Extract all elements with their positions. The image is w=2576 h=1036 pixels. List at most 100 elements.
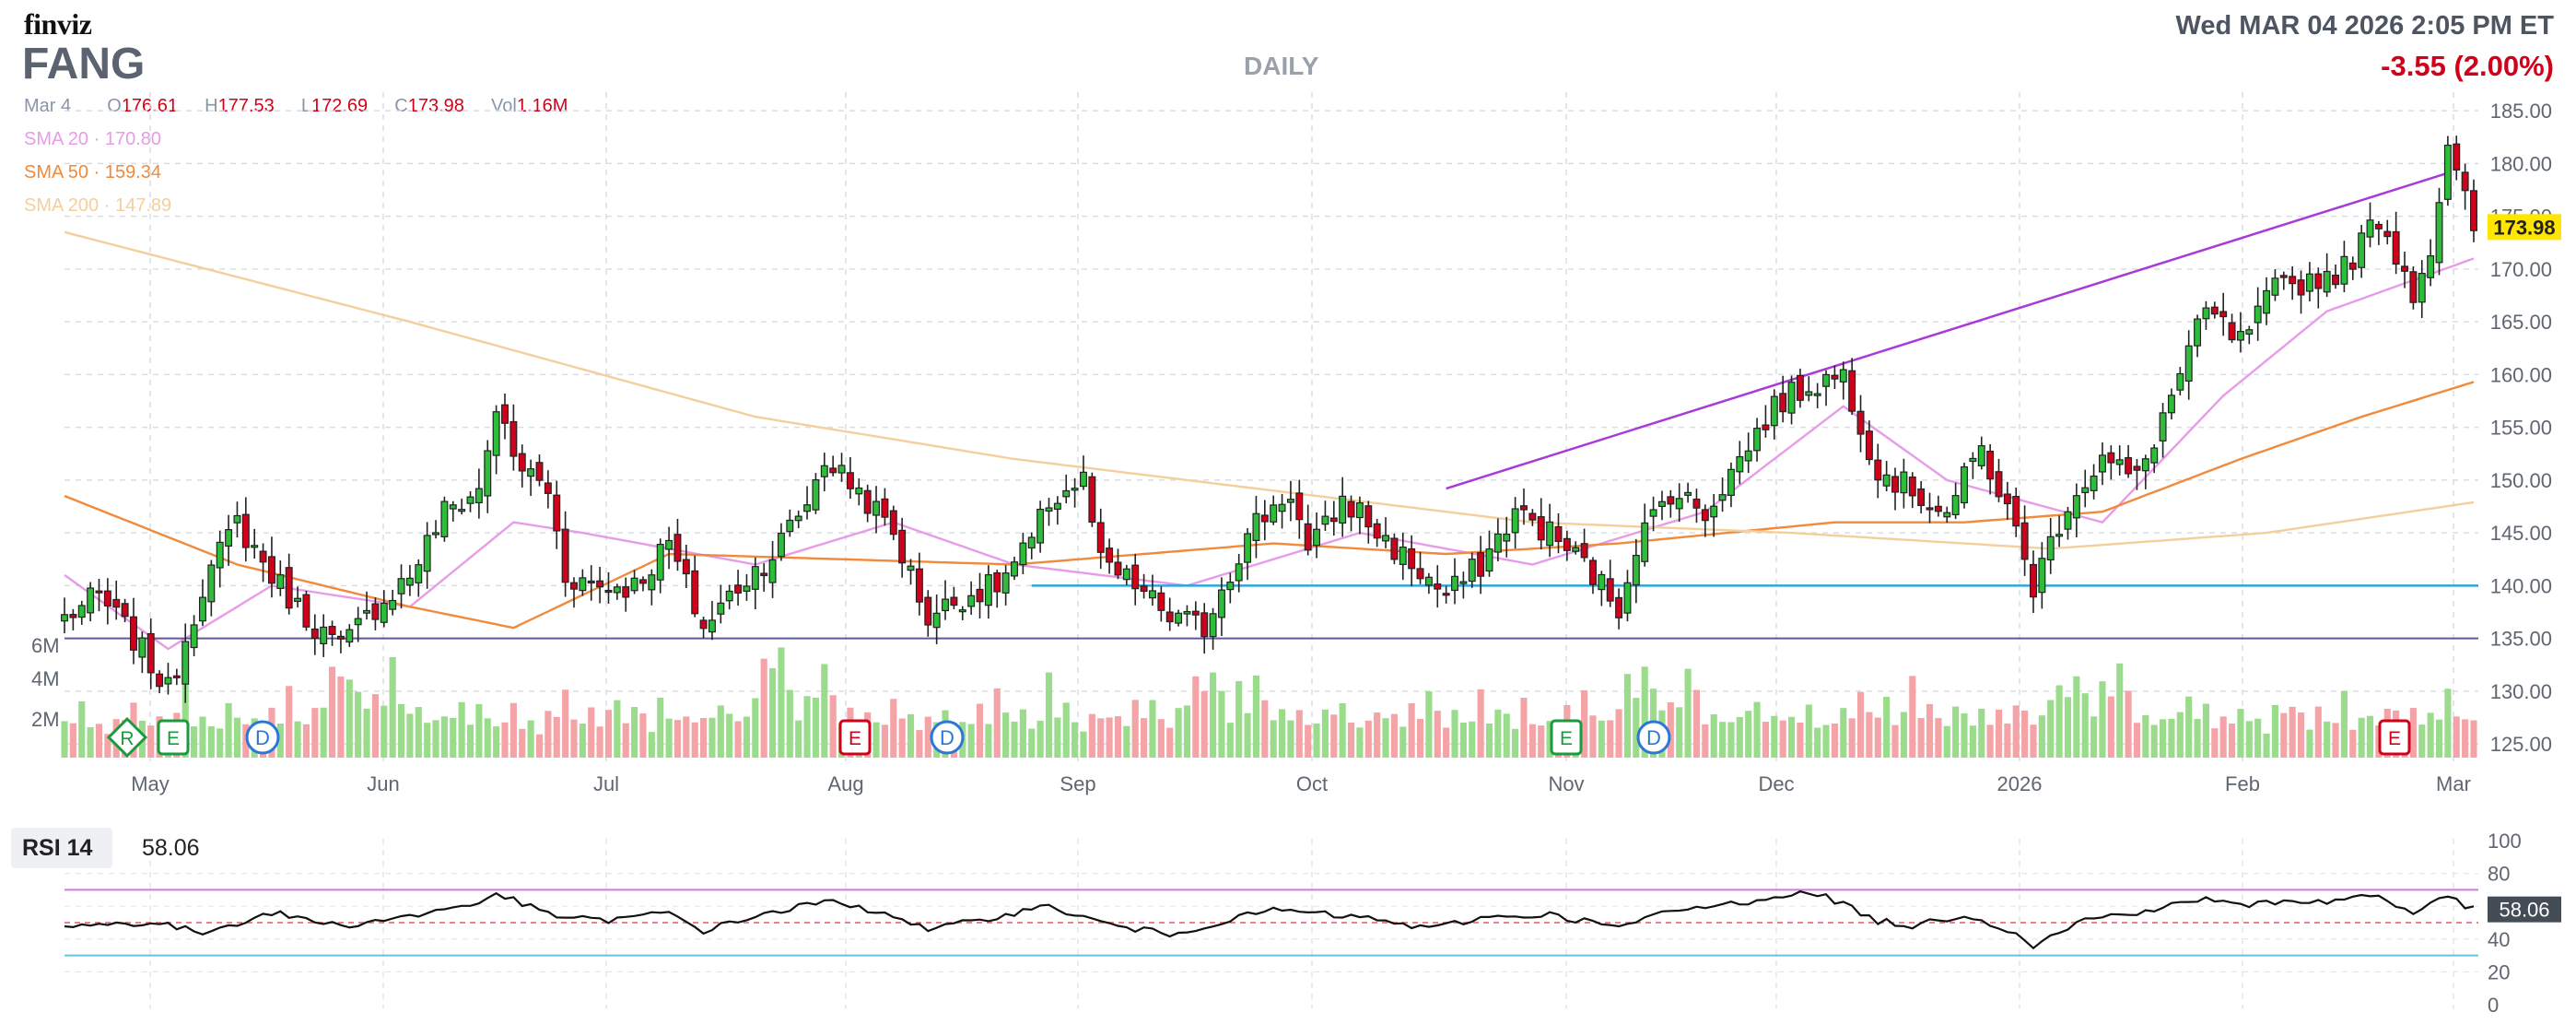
volume-bar: [2004, 723, 2011, 758]
candle-body: [432, 532, 440, 536]
volume-bar: [1157, 719, 1165, 758]
candle-body: [950, 596, 958, 606]
earnings-icon: [838, 719, 872, 756]
sma-line-200: [64, 230, 2475, 550]
candle-body: [2383, 230, 2392, 238]
volume-bar: [1459, 723, 1467, 758]
candle-body: [405, 577, 414, 586]
volume-bar: [1719, 722, 1727, 758]
volume-bar: [1313, 723, 1320, 758]
volume-bar: [363, 708, 370, 758]
candle-body: [2409, 271, 2418, 303]
candle-body: [751, 566, 759, 590]
candle-body: [1235, 563, 1243, 582]
volume-bar: [1175, 708, 1182, 758]
volume-bar: [734, 721, 742, 758]
volume-bar: [803, 696, 811, 758]
candle-body: [1200, 612, 1209, 638]
volume-bar: [2030, 724, 2037, 758]
volume-bar: [87, 726, 94, 758]
candle-body: [2072, 495, 2080, 519]
candle-body: [2435, 202, 2443, 264]
candle-body: [1917, 488, 1926, 506]
price-tick-label: 125.00: [2490, 733, 2552, 756]
candle-body: [320, 626, 328, 644]
candle-body: [310, 628, 319, 639]
candle-body: [544, 482, 552, 494]
price-tick-label: 130.00: [2490, 680, 2552, 703]
volume-bar: [320, 707, 327, 758]
volume-bar: [2314, 706, 2322, 758]
event-marker-e: E: [2378, 719, 2411, 756]
timeframe-label: DAILY: [1244, 52, 1319, 80]
candle-body: [1088, 476, 1096, 524]
volume-bar: [1088, 713, 1095, 758]
candle-body: [1183, 610, 1191, 615]
volume-bar: [665, 718, 673, 758]
candle-body: [1451, 575, 1458, 592]
candle-body: [863, 489, 872, 514]
candle-body: [198, 596, 206, 622]
candle-body: [984, 574, 992, 606]
earnings-marker-label: E: [2388, 728, 2401, 749]
volume-bar: [2081, 693, 2089, 758]
candle-body: [466, 496, 474, 504]
volume-bar: [1062, 702, 1070, 758]
candle-body: [2176, 372, 2184, 391]
candle-body: [1503, 533, 1511, 542]
candle-body: [1632, 554, 1640, 586]
candle-body: [354, 618, 362, 626]
volume-bar: [1166, 727, 1174, 758]
candle-body: [898, 529, 907, 564]
volume-bar: [1019, 709, 1026, 758]
candle-body: [1813, 393, 1821, 396]
candle-body: [1606, 578, 1614, 602]
candle-body: [1882, 474, 1891, 487]
candle-body: [2159, 412, 2167, 441]
volume-bar: [2470, 720, 2477, 758]
candle-body: [1684, 491, 1692, 496]
volume-bar: [1762, 722, 1769, 758]
volume-bar: [2263, 733, 2270, 758]
candle-body: [846, 472, 854, 489]
rsi-line: [64, 889, 2475, 950]
candle-body: [1114, 561, 1122, 576]
finviz-logo[interactable]: finviz: [24, 7, 92, 41]
volume-bar: [1598, 720, 1605, 758]
volume-bar: [1434, 711, 1441, 758]
candle-body: [1339, 495, 1347, 524]
candle-body: [146, 632, 155, 674]
candle-body: [2133, 465, 2141, 471]
candle-body: [1623, 582, 1632, 614]
candle-body: [518, 453, 526, 472]
price-tick-label: 145.00: [2490, 522, 2552, 545]
sma20-legend: SMA 20 · 170.80: [24, 129, 161, 149]
volume-bar: [2280, 712, 2288, 758]
volume-bar: [1641, 666, 1648, 758]
volume-bar: [881, 724, 888, 758]
candle-body: [1080, 471, 1087, 488]
candle-body: [1001, 572, 1010, 594]
volume-tick-label: 4M: [31, 667, 60, 690]
candle-body: [1062, 489, 1071, 498]
candle-body: [1165, 611, 1174, 623]
volume-bar: [2297, 712, 2305, 758]
volume-bar: [276, 724, 284, 758]
earnings-marker-label: E: [1560, 728, 1573, 749]
dividend-icon: [1636, 720, 1671, 755]
candle-body: [61, 614, 68, 622]
volume-bar: [673, 720, 682, 758]
candle-body: [1260, 514, 1269, 523]
ticker-symbol: FANG: [22, 40, 146, 88]
candle-body: [2418, 273, 2426, 303]
candle-body: [1900, 471, 1908, 494]
candle-body: [2210, 306, 2219, 315]
candle-body: [2279, 275, 2288, 278]
volume-bar: [2462, 719, 2469, 758]
candle-body: [725, 590, 733, 602]
candle-body: [172, 675, 181, 678]
candle-body: [604, 589, 613, 594]
candle-body: [1796, 374, 1804, 401]
event-marker-r: R: [106, 716, 148, 759]
